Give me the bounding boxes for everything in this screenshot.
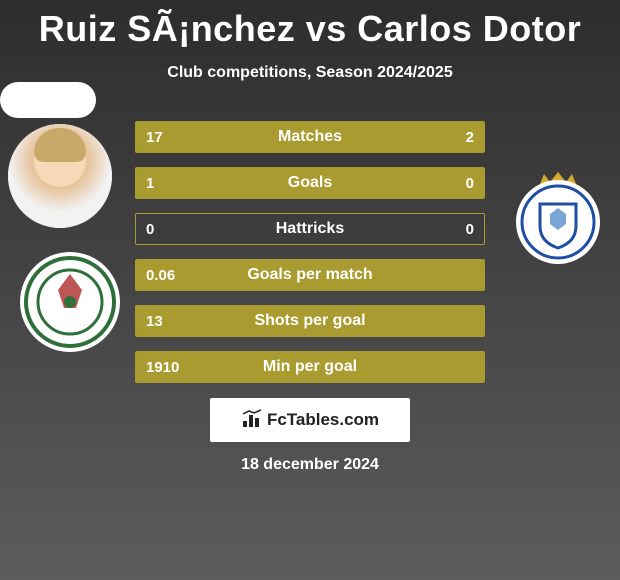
stat-value-left: 13 [146,306,163,336]
crest-right-icon [520,184,596,260]
player-right-photo [0,82,96,118]
stat-value-left: 1910 [146,352,179,382]
stat-label: Shots per goal [136,306,484,336]
stat-label: Min per goal [136,352,484,382]
face-placeholder-icon [8,124,112,228]
stat-value-left: 0.06 [146,260,175,290]
player-left-photo [8,124,112,228]
stat-value-right: 0 [466,168,474,198]
stat-row: Hattricks0 0 [135,213,485,245]
stat-row: Min per goal1910 [135,351,485,383]
stat-row: Shots per goal13 [135,305,485,337]
branding-text: FcTables.com [267,410,379,430]
stat-label: Goals per match [136,260,484,290]
stat-label: Goals [136,168,484,198]
stat-label: Matches [136,122,484,152]
club-left-crest [20,252,120,352]
stat-label: Hattricks [136,214,484,244]
page-subtitle: Club competitions, Season 2024/2025 [0,64,620,82]
club-right-crest [516,180,600,264]
date-label: 18 december 2024 [0,456,620,474]
stat-value-left: 0 [146,214,154,244]
comparison-card: Ruiz SÃ¡nchez vs Carlos Dotor Club compe… [0,0,620,580]
stat-value-right: 0 [466,214,474,244]
crest-left-icon [24,256,116,348]
stat-row: Goals1 0 [135,167,485,199]
stats-list: Matches172Goals10Hattricks00Goals per ma… [135,121,485,397]
chart-icon [241,409,263,431]
stat-value-right: 2 [466,122,474,152]
page-title: Ruiz SÃ¡nchez vs Carlos Dotor [0,0,620,50]
stat-value-left: 17 [146,122,163,152]
stat-row: Matches17 2 [135,121,485,153]
stat-row: Goals per match0.06 [135,259,485,291]
branding-badge: FcTables.com [210,398,410,442]
stat-value-left: 1 [146,168,154,198]
